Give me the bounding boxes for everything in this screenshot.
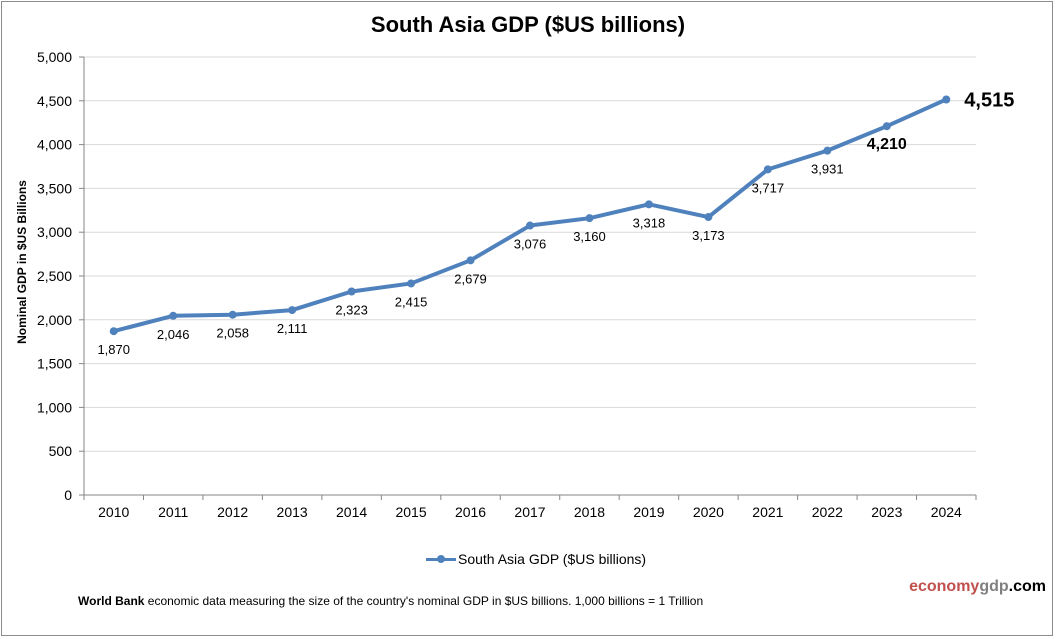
y-tick-label: 3,500 — [37, 180, 72, 196]
data-point — [407, 279, 416, 288]
data-label: 2,323 — [335, 303, 368, 318]
data-label: 3,076 — [514, 237, 547, 252]
brand-logo: economygdp.com — [909, 578, 1046, 596]
x-tick-label: 2023 — [871, 504, 902, 520]
x-tick-label: 2020 — [693, 504, 724, 520]
x-tick-label: 2015 — [395, 504, 426, 520]
data-label: 2,679 — [454, 271, 487, 286]
y-tick-label: 2,500 — [37, 268, 72, 284]
x-tick-label: 2016 — [455, 504, 486, 520]
x-tick-label: 2012 — [217, 504, 248, 520]
data-point — [169, 311, 178, 320]
data-point — [585, 214, 594, 223]
x-tick-label: 2024 — [931, 504, 962, 520]
data-label: 1,870 — [97, 342, 130, 357]
footnote: World Bank economic data measuring the s… — [78, 594, 703, 608]
x-tick-label: 2010 — [98, 504, 129, 520]
y-axis-title: Nominal GDP in $US Billions — [15, 180, 29, 344]
y-tick-label: 2,000 — [37, 312, 72, 328]
data-label: 2,111 — [277, 321, 308, 336]
data-label: 3,717 — [752, 180, 785, 195]
data-label: 4,515 — [964, 89, 1014, 111]
brand-part-3: .com — [1008, 578, 1046, 595]
data-point — [942, 95, 951, 104]
data-label: 3,931 — [811, 162, 844, 177]
chart-title: South Asia GDP ($US billions) — [370, 12, 686, 37]
data-point — [526, 221, 534, 230]
x-tick-label: 2013 — [277, 504, 308, 520]
x-tick-label: 2017 — [514, 504, 545, 520]
data-point — [347, 287, 356, 296]
data-point — [288, 306, 297, 315]
data-label: 3,160 — [573, 229, 606, 244]
x-tick-label: 2021 — [752, 504, 783, 520]
data-point — [882, 122, 891, 131]
data-label: 2,415 — [395, 294, 428, 309]
x-tick-label: 2022 — [812, 504, 843, 520]
legend-label: South Asia GDP ($US billions) — [458, 551, 647, 567]
y-tick-label: 4,500 — [37, 93, 72, 109]
data-point — [763, 165, 772, 174]
data-point — [228, 310, 237, 319]
data-label: 2,058 — [216, 326, 249, 341]
footnote-text: economic data measuring the size of the … — [144, 594, 704, 608]
y-tick-label: 500 — [49, 443, 73, 459]
data-label: 4,210 — [867, 136, 907, 153]
y-tick-label: 0 — [64, 487, 72, 503]
y-tick-label: 1,000 — [37, 399, 72, 415]
data-point — [644, 200, 653, 209]
brand-part-2: gdp — [979, 578, 1009, 595]
data-point — [109, 327, 118, 336]
footnote-source: World Bank — [78, 594, 145, 608]
x-tick-label: 2011 — [158, 504, 188, 520]
x-tick-label: 2018 — [574, 504, 605, 520]
y-tick-label: 1,500 — [37, 356, 72, 372]
series-line — [113, 97, 948, 334]
brand-part-1: economy — [909, 578, 980, 595]
data-label: 3,318 — [633, 215, 666, 230]
data-point — [466, 256, 475, 265]
x-tick-label: 2019 — [633, 504, 664, 520]
legend: South Asia GDP ($US billions) — [426, 551, 646, 567]
data-label: 2,046 — [157, 327, 190, 342]
x-tick-label: 2014 — [336, 504, 367, 520]
data-point — [704, 213, 713, 222]
data-point — [823, 146, 832, 155]
data-label: 3,173 — [692, 228, 725, 243]
y-tick-label: 4,000 — [37, 137, 72, 153]
y-tick-label: 5,000 — [37, 49, 72, 65]
y-tick-label: 3,000 — [37, 224, 72, 240]
legend-line-marker-icon — [426, 555, 456, 563]
